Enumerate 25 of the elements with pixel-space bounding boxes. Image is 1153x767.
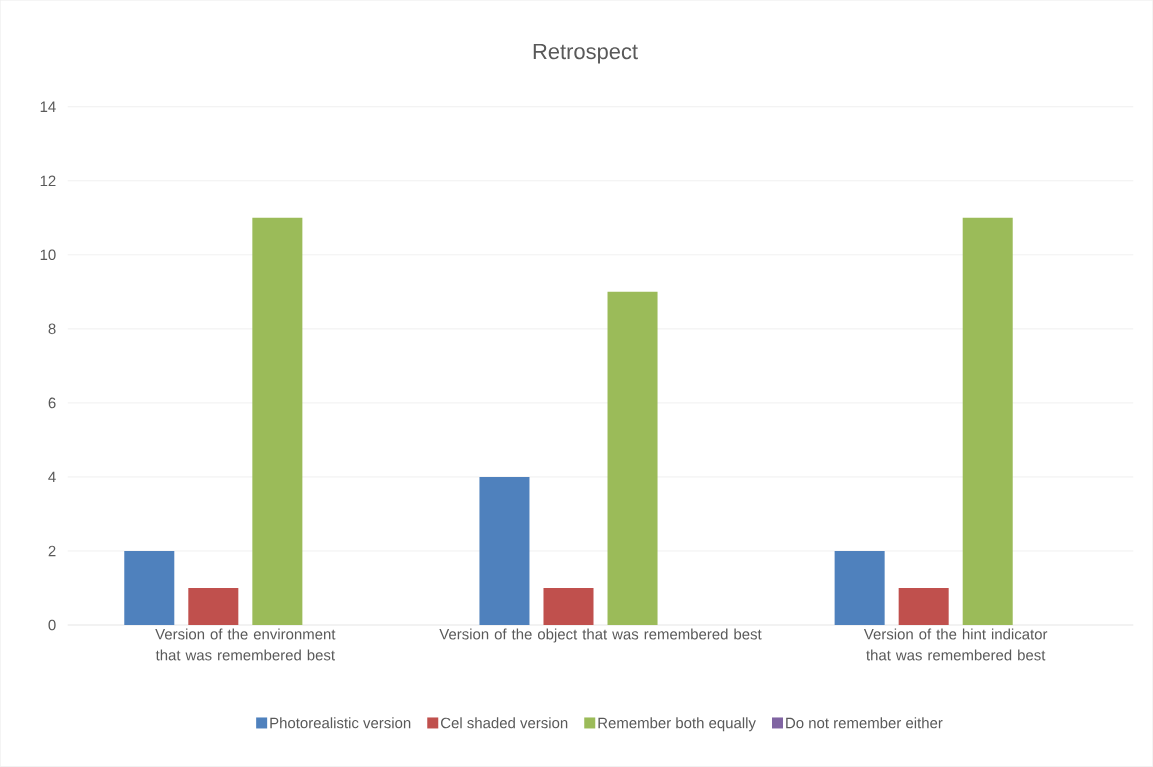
bar (834, 551, 885, 626)
bar (479, 477, 530, 626)
chart-title: Retrospect (533, 44, 638, 64)
y-tick-label: 10 (40, 249, 56, 261)
x-tick-label: Version of the object that was remembered best (439, 628, 762, 643)
y-tick-label: 0 (48, 619, 56, 631)
bar (607, 291, 658, 626)
bar (543, 588, 594, 626)
legend-label: Do not remember either (786, 717, 943, 729)
bar (898, 588, 949, 626)
bar (124, 551, 175, 626)
x-tick-label: Version of the hint indicator that was remembered best (863, 628, 1048, 661)
legend-label: Cel shaded version (441, 717, 568, 729)
y-tick-label: 14 (40, 101, 56, 112)
y-tick-label: 4 (48, 471, 56, 483)
bar (962, 217, 1013, 626)
legend-label: Photorealistic version (270, 717, 411, 729)
bar (252, 217, 303, 626)
y-tick-label: 8 (48, 323, 56, 335)
bar (188, 588, 239, 626)
legend-label: Remember both equally (598, 717, 756, 732)
y-tick-label: 6 (48, 397, 56, 409)
y-tick-label: 12 (40, 175, 56, 187)
x-tick-label: Version of the environment that was remembered best (155, 628, 336, 661)
y-tick-label: 2 (48, 545, 56, 557)
